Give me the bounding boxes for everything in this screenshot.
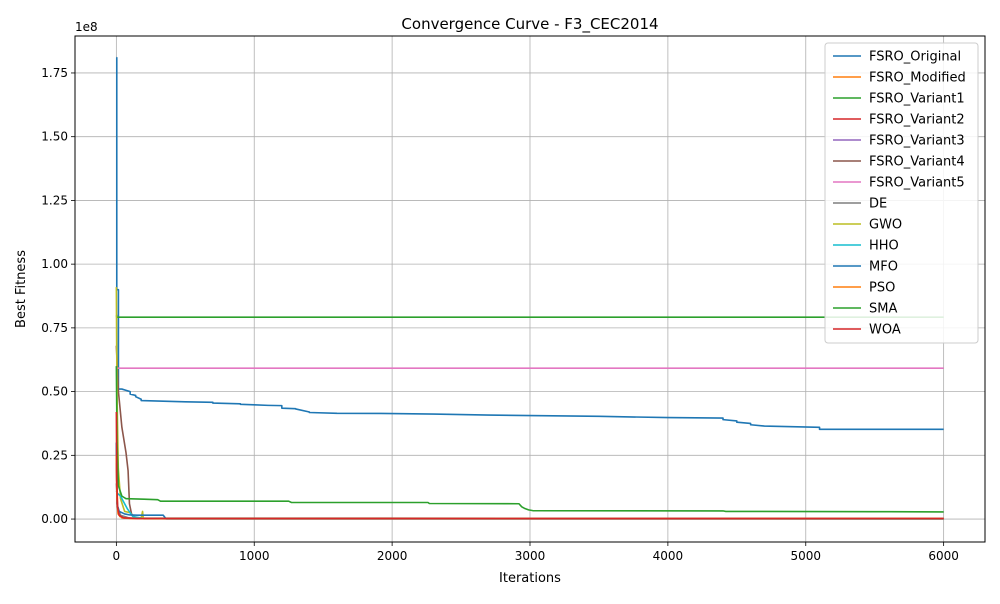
x-axis: 0 1000 2000 3000 4000 5000 6000: [113, 542, 959, 563]
y-tick-label: 1.50: [41, 130, 68, 144]
legend-label: MFO: [869, 260, 898, 275]
x-tick-label: 0: [113, 549, 121, 563]
x-tick-label: 4000: [653, 549, 684, 563]
legend-label: HHO: [869, 239, 899, 254]
y-axis: 0.00 0.25 0.50 0.75 1.00 1.25 1.50 1.75: [41, 66, 75, 526]
legend-label: FSRO_Original: [869, 50, 961, 65]
plot-series: [115, 56, 944, 520]
x-tick-label: 5000: [790, 549, 821, 563]
legend-label: PSO: [869, 281, 895, 296]
x-tick-label: 1000: [239, 549, 270, 563]
legend-label: GWO: [869, 218, 902, 233]
series-line-woa: [115, 411, 944, 520]
legend-label: FSRO_Modified: [869, 71, 966, 86]
chart-title: Convergence Curve - F3_CEC2014: [401, 15, 658, 34]
x-tick-label: 3000: [515, 549, 546, 563]
legend-label: SMA: [869, 302, 897, 317]
legend-label: FSRO_Variant4: [869, 155, 965, 170]
legend: FSRO_Original FSRO_Modified FSRO_Variant1 F…: [824, 42, 979, 344]
legend-box: [824, 42, 979, 344]
legend-label: DE: [869, 197, 887, 212]
y-axis-multiplier: 1e8: [75, 20, 98, 34]
y-tick-label: 0.50: [41, 385, 68, 399]
y-tick-label: 0.25: [41, 448, 68, 462]
y-tick-label: 1.75: [41, 66, 68, 80]
y-axis-label: Best Fitness: [14, 250, 29, 328]
legend-label: WOA: [869, 323, 901, 338]
y-tick-label: 0.75: [41, 321, 68, 335]
x-axis-label: Iterations: [499, 571, 561, 586]
y-tick-label: 1.00: [41, 257, 68, 271]
y-tick-label: 1.25: [41, 193, 68, 207]
x-tick-label: 2000: [377, 549, 408, 563]
y-tick-label: 0.00: [41, 512, 68, 526]
legend-label: FSRO_Variant1: [869, 92, 965, 107]
series-line-sma: [115, 366, 944, 513]
x-tick-label: 6000: [928, 549, 959, 563]
series-line-fsro-original: [115, 56, 944, 431]
legend-label: FSRO_Variant5: [869, 176, 965, 191]
legend-label: FSRO_Variant2: [869, 113, 965, 128]
legend-label: FSRO_Variant3: [869, 134, 965, 149]
